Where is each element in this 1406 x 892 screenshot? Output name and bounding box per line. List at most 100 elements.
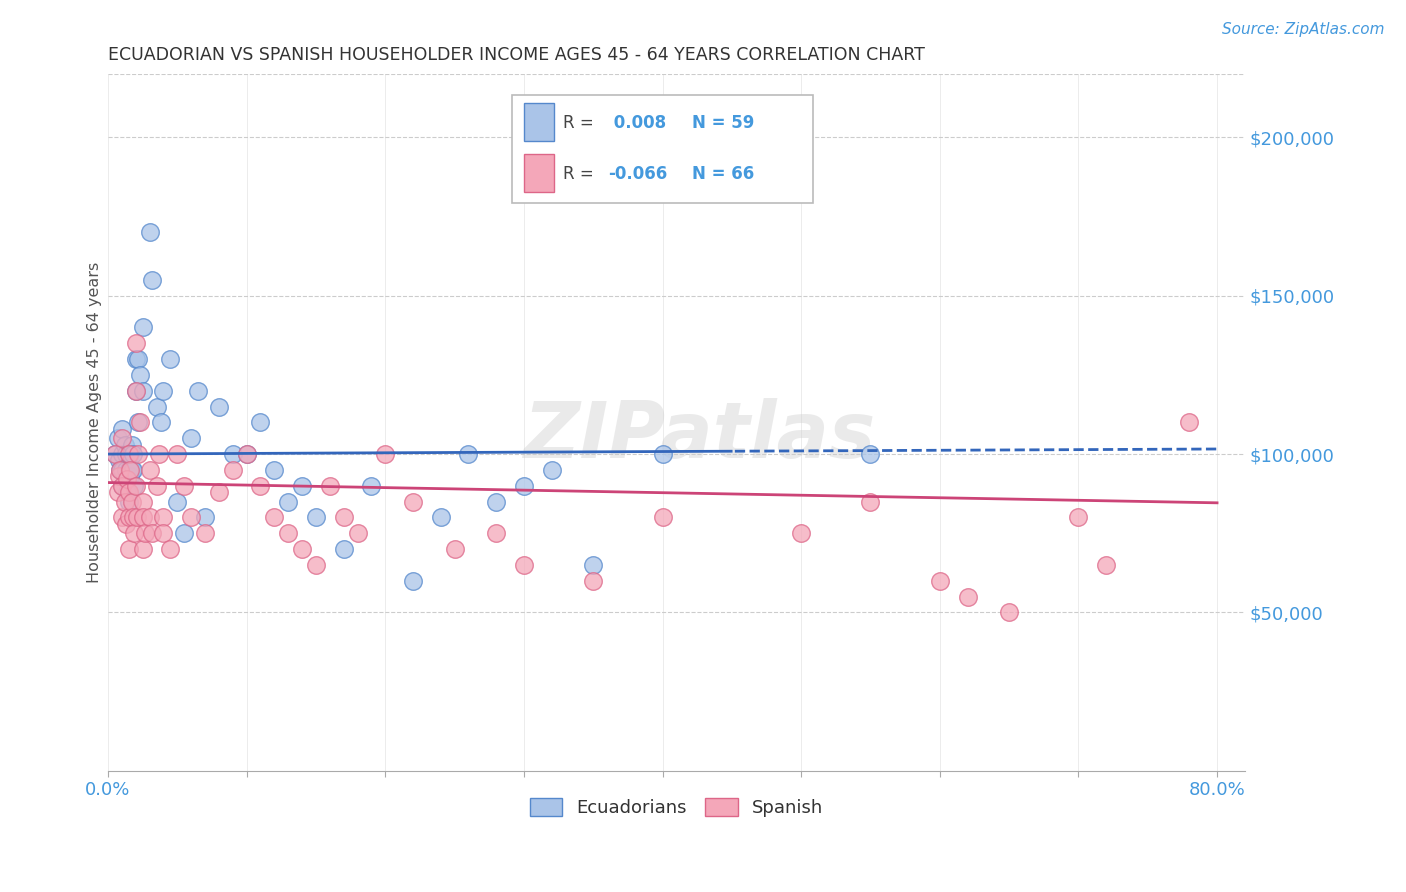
- Point: [928, 574, 950, 588]
- Point: [582, 574, 605, 588]
- Point: [457, 447, 479, 461]
- Point: [138, 463, 160, 477]
- Point: [249, 479, 271, 493]
- Point: [104, 447, 127, 461]
- Point: [111, 510, 134, 524]
- Point: [166, 494, 188, 508]
- Point: [374, 447, 396, 461]
- Point: [332, 542, 354, 557]
- Point: [111, 479, 134, 493]
- Point: [485, 526, 508, 541]
- Point: [122, 510, 145, 524]
- Point: [111, 463, 134, 477]
- Point: [443, 542, 465, 557]
- Point: [141, 526, 163, 541]
- Point: [208, 485, 231, 500]
- Point: [114, 494, 136, 508]
- Point: [148, 447, 170, 461]
- Point: [291, 542, 314, 557]
- Point: [122, 447, 145, 461]
- Point: [107, 485, 129, 500]
- Point: [859, 494, 882, 508]
- Point: [173, 479, 195, 493]
- Point: [277, 494, 299, 508]
- Point: [485, 494, 508, 508]
- Point: [429, 510, 451, 524]
- Point: [180, 510, 202, 524]
- Point: [107, 431, 129, 445]
- Point: [180, 431, 202, 445]
- Point: [108, 469, 131, 483]
- Point: [402, 494, 425, 508]
- Point: [131, 510, 153, 524]
- Point: [187, 384, 209, 398]
- Point: [125, 352, 148, 367]
- Point: [145, 479, 167, 493]
- Point: [120, 463, 142, 477]
- Point: [115, 516, 138, 531]
- Point: [149, 416, 172, 430]
- Point: [110, 463, 132, 477]
- Point: [173, 526, 195, 541]
- Point: [346, 526, 368, 541]
- Point: [125, 384, 148, 398]
- Point: [118, 447, 141, 461]
- Point: [122, 463, 145, 477]
- Point: [222, 463, 245, 477]
- Point: [651, 447, 673, 461]
- Point: [121, 437, 143, 451]
- Point: [125, 336, 148, 351]
- Point: [208, 400, 231, 414]
- Point: [128, 368, 150, 382]
- Point: [111, 431, 134, 445]
- Point: [402, 574, 425, 588]
- Point: [651, 510, 673, 524]
- Point: [222, 447, 245, 461]
- Text: ZIPatlas: ZIPatlas: [523, 399, 876, 475]
- Point: [332, 510, 354, 524]
- Point: [790, 526, 813, 541]
- Point: [118, 542, 141, 557]
- Point: [152, 526, 174, 541]
- Point: [125, 384, 148, 398]
- Point: [121, 494, 143, 508]
- Point: [134, 526, 156, 541]
- Point: [114, 437, 136, 451]
- Point: [152, 510, 174, 524]
- Point: [141, 273, 163, 287]
- Point: [152, 384, 174, 398]
- Point: [118, 463, 141, 477]
- Point: [305, 558, 328, 572]
- Point: [305, 510, 328, 524]
- Point: [127, 510, 149, 524]
- Text: ECUADORIAN VS SPANISH HOUSEHOLDER INCOME AGES 45 - 64 YEARS CORRELATION CHART: ECUADORIAN VS SPANISH HOUSEHOLDER INCOME…: [108, 46, 925, 64]
- Point: [125, 479, 148, 493]
- Point: [319, 479, 342, 493]
- Point: [131, 320, 153, 334]
- Point: [117, 472, 139, 486]
- Point: [127, 352, 149, 367]
- Point: [115, 447, 138, 461]
- Point: [120, 469, 142, 483]
- Point: [1095, 558, 1118, 572]
- Text: Source: ZipAtlas.com: Source: ZipAtlas.com: [1222, 22, 1385, 37]
- Point: [159, 352, 181, 367]
- Point: [111, 447, 134, 461]
- Point: [118, 485, 141, 500]
- Point: [582, 558, 605, 572]
- Point: [120, 447, 142, 461]
- Point: [194, 510, 217, 524]
- Point: [235, 447, 257, 461]
- Point: [121, 463, 143, 477]
- Point: [127, 447, 149, 461]
- Point: [291, 479, 314, 493]
- Point: [263, 510, 285, 524]
- Point: [118, 494, 141, 508]
- Point: [513, 479, 536, 493]
- Point: [1178, 416, 1201, 430]
- Point: [110, 463, 132, 477]
- Point: [277, 526, 299, 541]
- Point: [104, 447, 127, 461]
- Point: [956, 590, 979, 604]
- Point: [998, 606, 1021, 620]
